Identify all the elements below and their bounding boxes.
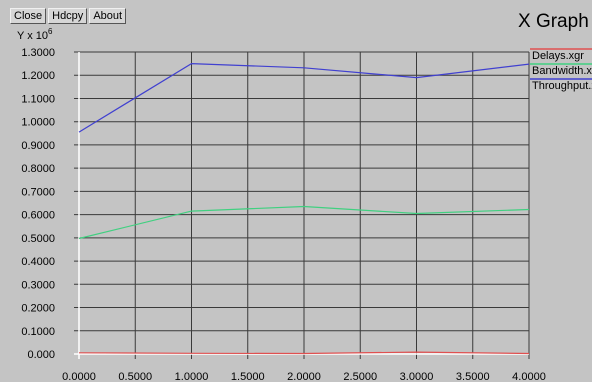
- toolbar: Close Hdcpy About: [10, 8, 127, 24]
- y-tick-label: 0.3000: [21, 279, 55, 291]
- series-line-1: [78, 205, 530, 240]
- y-tick-label: 0.4000: [21, 256, 55, 268]
- x-tick-label: 3.5000: [456, 371, 490, 382]
- y-tick-label: 1.1000: [21, 93, 55, 105]
- grid: [74, 51, 530, 359]
- y-tick-label: 1.0000: [21, 117, 55, 129]
- x-tick-label: 0.0000: [62, 371, 96, 382]
- y-tick-label: 0.9000: [21, 140, 55, 152]
- tick-labels: 0.000 0.1000 0.2000 0.3000 0.4000 0.5000 0.600…: [21, 47, 545, 382]
- y-tick-label: 0.5000: [21, 233, 55, 245]
- legend: Delays.xgr Bandwidth.xgr Throughput.xgr: [530, 48, 592, 92]
- y-tick-label: 0.8000: [21, 163, 55, 175]
- x-tick-label: 3.0000: [400, 371, 434, 382]
- y-tick-label: 1.2000: [21, 70, 55, 82]
- series-line-2: [78, 62, 530, 133]
- hardcopy-button[interactable]: Hdcpy: [48, 8, 88, 24]
- x-tick-label: 1.0000: [175, 371, 209, 382]
- series-line-0: [78, 351, 530, 355]
- y-tick-label: 0.7000: [21, 186, 55, 198]
- y-tick-label: 0.000: [27, 349, 55, 361]
- x-tick-label: 2.5000: [343, 371, 377, 382]
- x-tick-label: 1.5000: [231, 371, 265, 382]
- y-tick-label: 0.1000: [21, 326, 55, 338]
- close-button[interactable]: Close: [10, 8, 47, 24]
- x-tick-label: 4.0000: [512, 371, 546, 382]
- x-tick-label: 0.5000: [118, 371, 152, 382]
- series-lines: [78, 62, 530, 355]
- legend-label: Delays.xgr: [532, 50, 584, 62]
- about-button[interactable]: About: [89, 8, 127, 24]
- y-tick-label: 0.6000: [21, 210, 55, 222]
- y-axis-label: Y x 106: [17, 27, 53, 42]
- legend-label: Bandwidth.xgr: [532, 65, 592, 77]
- y-tick-label: 0.2000: [21, 303, 55, 315]
- x-tick-label: 2.0000: [287, 371, 321, 382]
- y-tick-label: 1.3000: [21, 47, 55, 59]
- legend-label: Throughput.xgr: [532, 80, 592, 92]
- window-title: X Graph: [518, 11, 589, 32]
